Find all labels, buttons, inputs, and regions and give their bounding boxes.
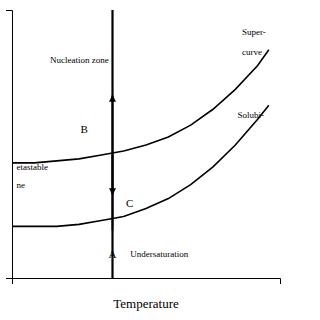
zone-label: ne	[16, 180, 25, 190]
curve	[12, 105, 269, 226]
y-axis	[6, 11, 13, 279]
x-axis	[13, 279, 281, 285]
point-label: C	[126, 197, 133, 209]
x-axis-title: Temperature	[113, 296, 179, 311]
zone-label: Solubi-	[238, 110, 265, 120]
point-label: B	[81, 123, 88, 135]
chart: A B C Nucleation zone etastable ne Undersatura…	[0, 0, 320, 320]
zone-label: Undersaturation	[130, 249, 188, 259]
vertical-line	[111, 10, 113, 278]
x-axis-line	[13, 279, 281, 285]
arrow	[112, 155, 114, 195]
zone-label: etastable	[16, 162, 47, 172]
y-axis-line	[6, 11, 13, 279]
annotations: A B C Nucleation zone etastable ne Undersatura…	[16, 27, 265, 260]
point-label: A	[109, 248, 117, 260]
plot: A B C Nucleation zone etastable ne Undersatura…	[6, 10, 281, 284]
marks	[12, 10, 269, 278]
curve	[12, 50, 269, 163]
arrow	[112, 95, 114, 230]
zone-label: Nucleation zone	[50, 55, 109, 65]
zone-label: Super-	[242, 27, 266, 37]
zone-label: curve	[242, 47, 262, 57]
